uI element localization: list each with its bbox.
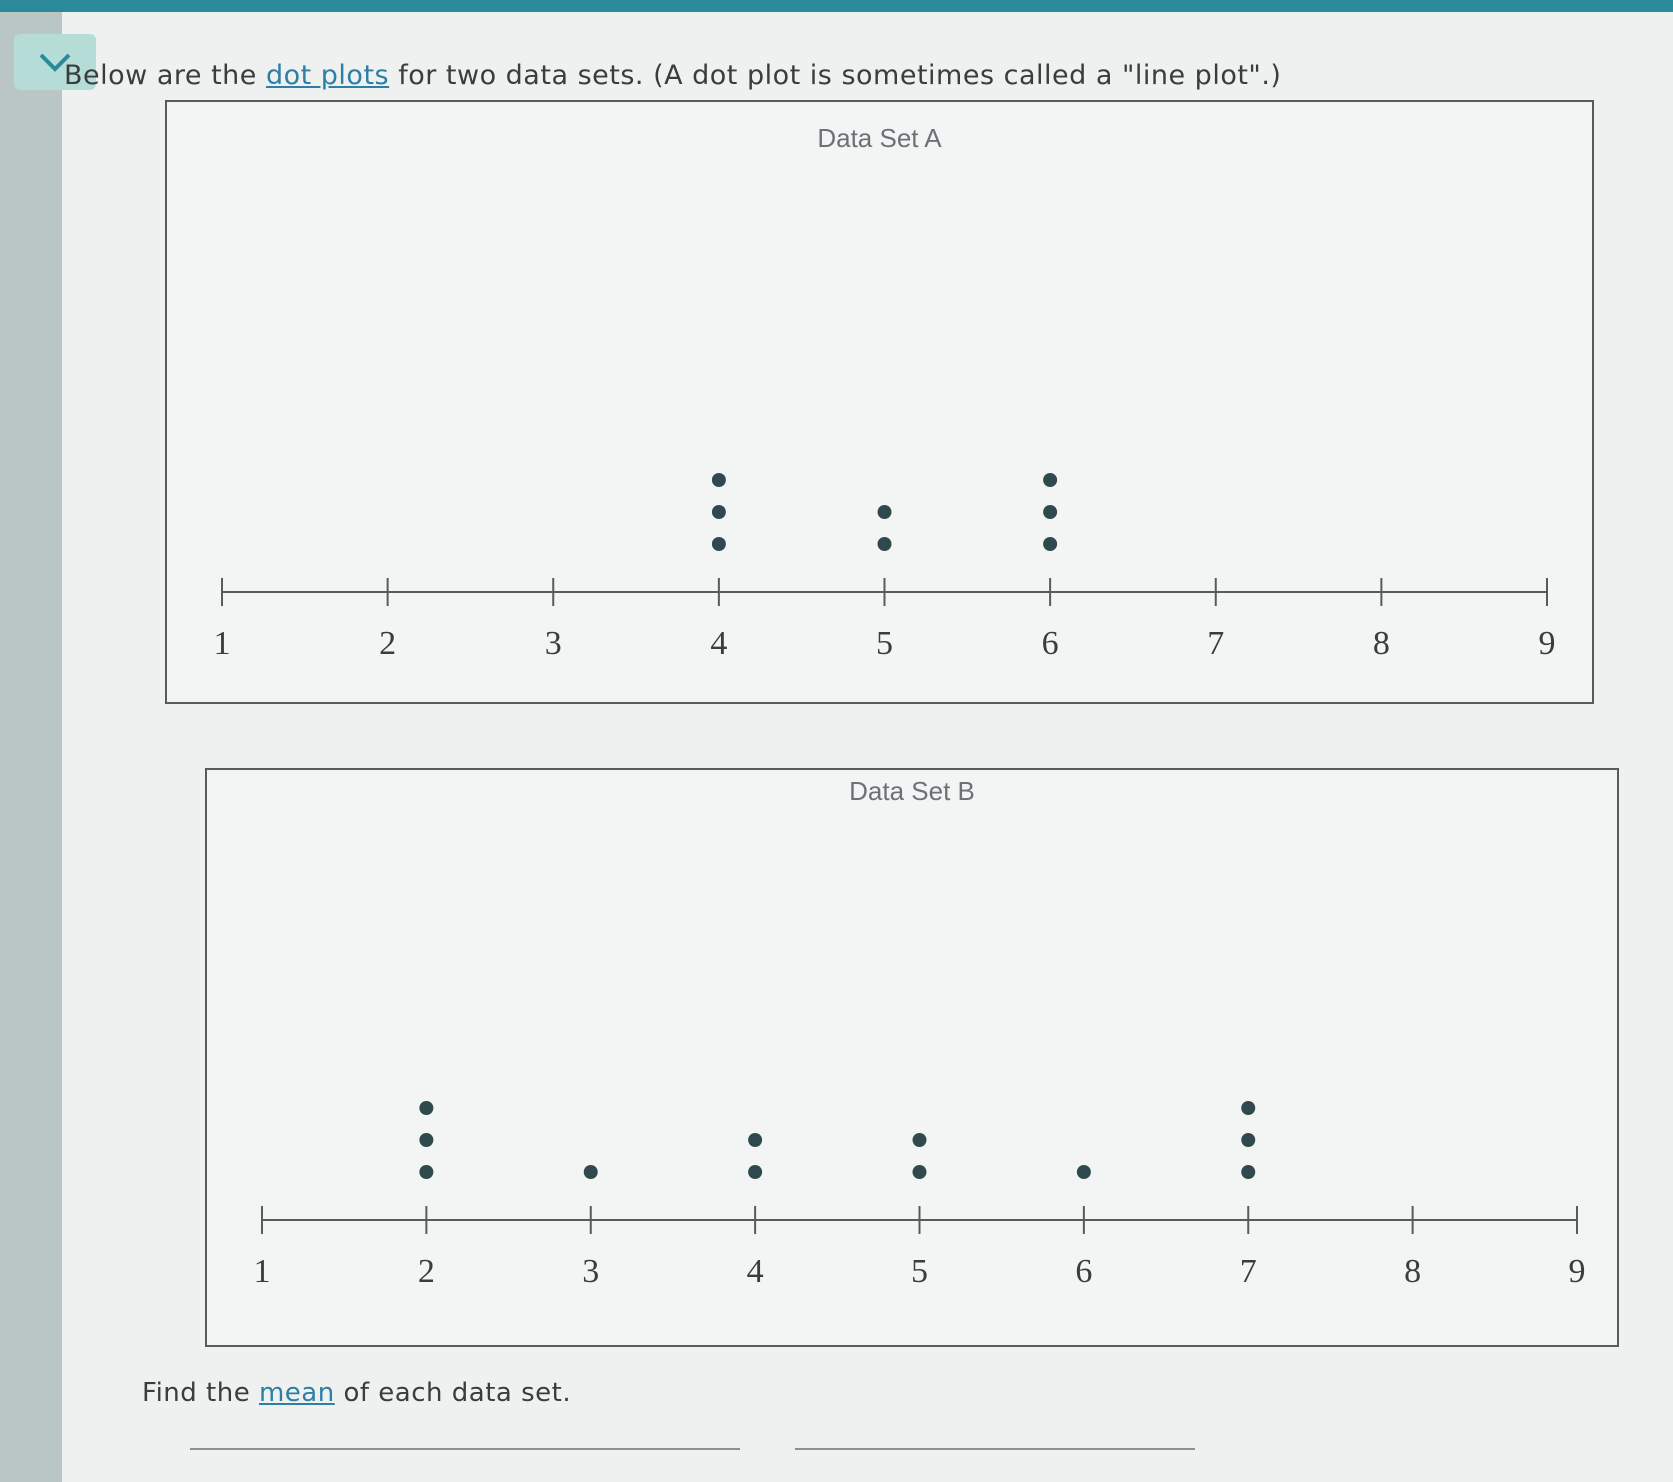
- intro-suffix: for two data sets. (A dot plot is someti…: [389, 60, 1282, 91]
- dot-plot-a-svg: Data Set A 1 2 3 4 5 6 7 8 9: [214, 123, 1556, 662]
- dot-plot-a: Data Set A 1 2 3 4 5 6 7 8 9: [165, 100, 1594, 704]
- dot-4-3: [711, 473, 726, 487]
- tick-label-1: 1: [214, 625, 231, 662]
- tick-label-1: 1: [254, 1253, 271, 1290]
- tick-label-5: 5: [911, 1253, 928, 1290]
- chevron-down-icon: [39, 53, 71, 72]
- chart-title: Data Set A: [817, 123, 942, 153]
- dot-2-3: [419, 1101, 434, 1115]
- dot-5-1: [912, 1165, 927, 1179]
- tick-label-4: 4: [710, 625, 727, 662]
- collapse-button[interactable]: [14, 34, 96, 90]
- dot-6-1: [1043, 537, 1058, 551]
- find-prefix: Find the: [142, 1378, 259, 1408]
- tick-label-9: 9: [1569, 1253, 1586, 1290]
- dot-5-1: [877, 537, 892, 551]
- left-strip: [0, 12, 62, 1482]
- dot-5-2: [912, 1133, 927, 1147]
- answer-field-a[interactable]: [190, 1448, 740, 1450]
- dot-plot-b: Data Set B 1 2 3 4 5 6 7 8 9: [205, 768, 1619, 1347]
- find-suffix: of each data set.: [334, 1378, 572, 1408]
- tick-label-5: 5: [876, 625, 893, 662]
- dot-5-2: [877, 505, 892, 519]
- dot-7-1: [1241, 1165, 1256, 1179]
- tick-label-6: 6: [1075, 1253, 1092, 1290]
- dot-2-1: [419, 1165, 434, 1179]
- tick-label-7: 7: [1240, 1253, 1257, 1290]
- top-bar: [0, 0, 1673, 12]
- tick-label-8: 8: [1404, 1253, 1421, 1290]
- intro-prefix: Below are the: [64, 60, 266, 91]
- answer-field-b[interactable]: [795, 1448, 1195, 1450]
- dot-plots-link[interactable]: dot plots: [265, 60, 390, 91]
- dot-6-3: [1043, 473, 1058, 487]
- find-mean-text: Find the mean of each data set.: [142, 1378, 571, 1408]
- dot-7-2: [1241, 1133, 1256, 1147]
- tick-label-7: 7: [1207, 625, 1224, 662]
- tick-label-8: 8: [1373, 625, 1390, 662]
- tick-label-2: 2: [379, 625, 396, 662]
- dot-2-2: [419, 1133, 434, 1147]
- dot-4-2: [748, 1133, 763, 1147]
- tick-label-2: 2: [418, 1253, 435, 1290]
- dot-6-1: [1076, 1165, 1091, 1179]
- tick-label-3: 3: [545, 625, 562, 662]
- tick-label-9: 9: [1539, 625, 1556, 662]
- dot-6-2: [1043, 505, 1058, 519]
- dot-3-1: [583, 1165, 598, 1179]
- dot-4-1: [748, 1165, 763, 1179]
- tick-label-6: 6: [1042, 625, 1059, 662]
- tick-label-4: 4: [747, 1253, 764, 1290]
- intro-text: Below are the dot plots for two data set…: [64, 60, 1281, 91]
- dot-7-3: [1241, 1101, 1256, 1115]
- tick-label-3: 3: [582, 1253, 599, 1290]
- chart-title: Data Set B: [849, 776, 975, 806]
- dot-4-1: [711, 537, 726, 551]
- dot-4-2: [711, 505, 726, 519]
- dot-plot-b-svg: Data Set B 1 2 3 4 5 6 7 8 9: [254, 776, 1586, 1290]
- mean-link[interactable]: mean: [258, 1378, 335, 1408]
